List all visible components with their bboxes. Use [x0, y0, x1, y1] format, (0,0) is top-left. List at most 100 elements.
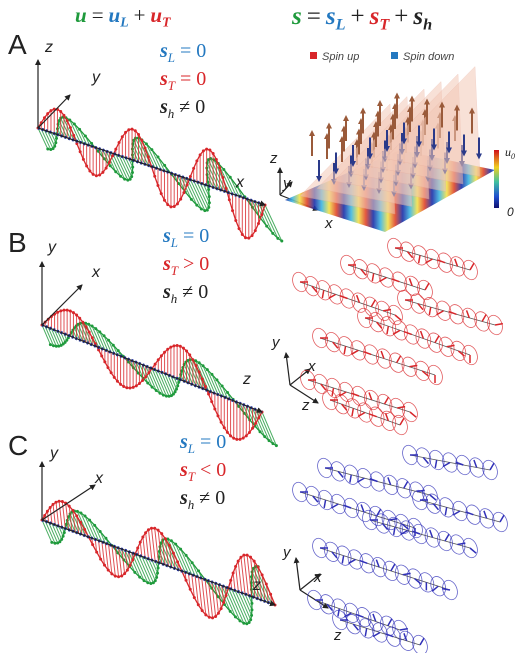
- symbol: +: [134, 3, 146, 27]
- spin-vector: [344, 505, 352, 508]
- spin-vector: [445, 507, 446, 515]
- axis-label: x: [94, 470, 104, 487]
- symbol: s: [179, 459, 188, 481]
- spin-up-head: [409, 96, 415, 102]
- symbol: s: [162, 253, 171, 275]
- axis-label: x: [324, 215, 333, 232]
- spin-vector: [404, 332, 412, 335]
- helix-arrow: [112, 546, 115, 577]
- spin-vector: [393, 330, 400, 334]
- colorbar-min: 0: [507, 205, 514, 219]
- symbol: s: [369, 3, 380, 30]
- spin-vector: [388, 477, 391, 485]
- spin-vector: [482, 315, 486, 322]
- axis-label: z: [301, 397, 310, 414]
- spin-vector: [490, 463, 494, 470]
- spin-up-head: [309, 130, 315, 136]
- subscript: 0: [511, 152, 515, 161]
- relation: ≠ 0: [182, 281, 208, 303]
- spin-vector: [322, 290, 323, 298]
- relation: = 0: [180, 68, 206, 90]
- row-axis: [300, 492, 415, 528]
- spin-vector: [400, 629, 408, 630]
- helix-arrow: [256, 410, 269, 441]
- axis-label: y: [91, 69, 101, 86]
- symbol: s: [159, 40, 168, 62]
- symbol: +: [351, 3, 365, 30]
- condition: sL= 0: [179, 431, 226, 456]
- axis: [290, 369, 310, 385]
- symbol: s: [412, 3, 423, 30]
- spin-vector: [394, 527, 395, 535]
- panel-label: B: [8, 227, 27, 258]
- spin-vector: [344, 346, 345, 354]
- legend-swatch: [310, 52, 317, 59]
- spin-vector: [429, 307, 430, 315]
- equation: u=uL+uT: [75, 3, 171, 30]
- axis-label: z: [269, 150, 278, 167]
- spin-vector: [474, 460, 477, 468]
- symbol: =: [307, 3, 321, 30]
- spin-vector: [412, 531, 420, 534]
- axis-label: x: [235, 174, 245, 191]
- axis: [286, 353, 290, 385]
- spin-vector: [388, 619, 392, 626]
- spin-vector: [470, 263, 474, 270]
- spin-vector: [410, 412, 416, 417]
- helix-arrow: [148, 530, 151, 560]
- spin-vector: [385, 397, 389, 404]
- helix-arrow: [56, 502, 59, 526]
- subscript: T: [379, 16, 390, 34]
- equation: s=sL+sT+sh: [291, 3, 432, 34]
- spin-vector: [369, 414, 377, 417]
- spin-up-head: [343, 115, 349, 121]
- legend-label: Spin up: [322, 51, 359, 63]
- spin-vector: [442, 589, 450, 590]
- subscript: T: [168, 78, 176, 93]
- axis: [38, 128, 265, 205]
- axis-label: y: [47, 239, 57, 256]
- axis-label: z: [252, 577, 261, 594]
- axis-label: y: [49, 445, 59, 462]
- spin-vector: [349, 559, 356, 563]
- spin-vector: [338, 609, 339, 617]
- spin-vector: [365, 628, 366, 636]
- symbol: s: [159, 68, 168, 90]
- spin-vector: [409, 365, 417, 366]
- subscript: L: [170, 235, 178, 250]
- helix-arrow: [143, 537, 145, 558]
- axis: [42, 325, 262, 412]
- subscript: h: [423, 16, 432, 34]
- axis: [42, 285, 82, 325]
- legend-label: Spin down: [403, 51, 454, 63]
- spin-vector: [467, 310, 470, 318]
- spin-vector: [430, 495, 436, 500]
- helix-arrow: [59, 501, 62, 527]
- symbol: u: [109, 3, 121, 27]
- relation: = 0: [183, 225, 209, 247]
- spin-vector: [391, 564, 395, 571]
- symbol: s: [162, 281, 171, 303]
- subscript: h: [188, 497, 195, 512]
- spin-vector: [404, 481, 408, 488]
- symbol: s: [159, 96, 168, 118]
- helix-curve: [38, 109, 265, 238]
- axis-label: y: [271, 334, 281, 351]
- panel-label: A: [8, 29, 27, 60]
- symbol: s: [179, 487, 188, 509]
- symbol: =: [92, 3, 104, 27]
- spin-up-head: [326, 123, 332, 129]
- spin-vector: [484, 511, 487, 519]
- spin-vector: [364, 352, 372, 355]
- relation: = 0: [200, 431, 226, 453]
- subscript: L: [167, 50, 175, 65]
- spin-vector: [358, 413, 365, 417]
- condition: sh≠ 0: [162, 281, 208, 306]
- spin-vector: [340, 296, 348, 299]
- condition: sh≠ 0: [159, 96, 205, 121]
- spin-vector: [430, 530, 433, 538]
- helix-arrow: [146, 533, 149, 559]
- spin-vector: [400, 418, 404, 425]
- condition: sL= 0: [162, 225, 209, 250]
- spin-vector: [387, 326, 388, 334]
